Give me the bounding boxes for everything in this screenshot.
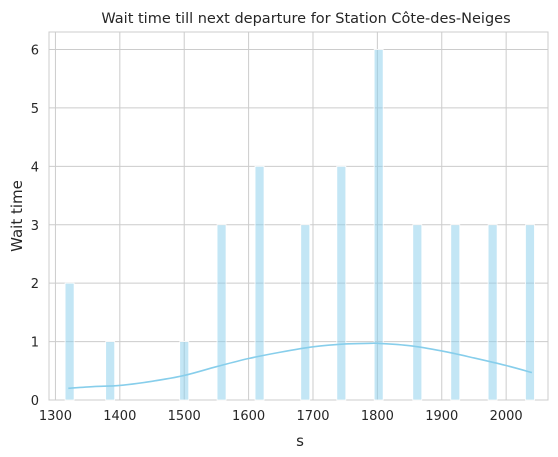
histogram-bar [105, 341, 116, 401]
x-tick-label: 1900 [425, 409, 458, 424]
x-tick-label: 1300 [39, 409, 72, 424]
y-tick-label: 4 [31, 160, 39, 175]
histogram-bar [525, 224, 535, 401]
y-axis-ticks: 0 1 2 3 4 5 6 [31, 44, 39, 409]
x-axis-label: s [296, 432, 304, 450]
y-tick-label: 2 [31, 277, 39, 292]
x-axis-ticks: 1300 1400 1500 1600 1700 1800 1900 2000 [39, 409, 523, 424]
histogram-bar [254, 165, 265, 401]
x-tick-label: 1400 [103, 409, 136, 424]
histogram-bar [412, 224, 423, 401]
y-tick-label: 1 [31, 336, 39, 351]
y-tick-label: 6 [31, 44, 39, 59]
y-tick-label: 0 [31, 394, 39, 409]
y-tick-label: 3 [31, 219, 39, 234]
histogram-bar [336, 165, 347, 401]
histogram-bar [487, 224, 498, 401]
y-axis-label: Wait time [8, 180, 26, 252]
x-tick-label: 1500 [168, 409, 201, 424]
histogram-bar [373, 49, 384, 401]
chart-title: Wait time till next departure for Statio… [101, 11, 510, 27]
x-tick-label: 2000 [490, 409, 523, 424]
histogram-bar [179, 341, 190, 401]
x-tick-label: 1600 [232, 409, 265, 424]
bars [64, 49, 535, 401]
x-tick-label: 1800 [361, 409, 394, 424]
plot-area [48, 31, 549, 401]
x-tick-label: 1700 [296, 409, 329, 424]
histogram-bar [300, 224, 311, 401]
kde-curve [68, 342, 533, 390]
histogram-bar [216, 224, 227, 401]
histogram-bar [64, 282, 75, 401]
y-tick-label: 5 [31, 102, 39, 117]
histogram-bar [450, 224, 461, 401]
